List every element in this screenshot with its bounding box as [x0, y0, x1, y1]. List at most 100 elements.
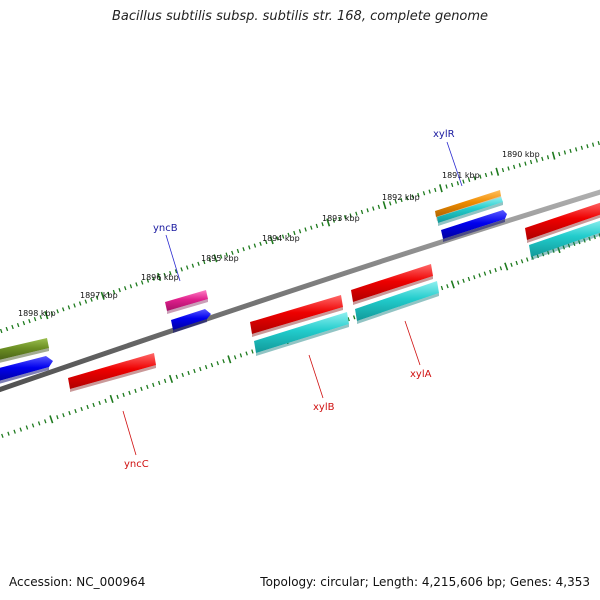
outer-tick [315, 223, 319, 229]
scale-labels: 1890 kbp 1891 kbp 1892 kbp 1893 kbp 1894… [18, 150, 540, 318]
inner-tick [1, 433, 4, 438]
outer-tick [541, 156, 544, 161]
genes-label: Genes: [509, 575, 552, 589]
gene-yncC-feature[interactable] [68, 353, 156, 392]
outer-tick [467, 177, 471, 182]
outer-tick [382, 201, 387, 210]
inner-tick [572, 241, 576, 247]
inner-tick [588, 236, 591, 241]
gene-forward-olive[interactable] [0, 338, 49, 364]
gene-forward-blue-1[interactable] [441, 210, 507, 242]
outer-tick [146, 278, 150, 283]
leader-xylB [308, 354, 324, 399]
gene-label-xylA[interactable]: xylA [410, 369, 432, 380]
leader-xylR [446, 141, 463, 187]
inner-tick [128, 390, 131, 396]
outer-tick [405, 196, 409, 201]
inner-tick [116, 394, 119, 400]
outer-tick [434, 187, 437, 192]
scale-label-1893: 1893 kbp [322, 214, 360, 223]
outer-tick [225, 252, 228, 257]
accession-info: Accession: NC_000964 [9, 575, 145, 589]
outer-tick [185, 265, 189, 270]
inner-tick [510, 262, 513, 267]
gene-xylB-feature[interactable] [250, 295, 343, 337]
gene-label-yncC[interactable]: yncC [124, 459, 149, 470]
inner-tick [152, 382, 155, 387]
outer-tick [349, 213, 352, 218]
inner-tick [552, 248, 555, 253]
inner-tick [483, 271, 487, 276]
gene-xylR-cds-feature[interactable] [437, 197, 503, 226]
gene-xylA-cds-feature[interactable] [355, 281, 439, 324]
outer-tick [197, 261, 200, 266]
gene-forward-blue-3[interactable] [0, 356, 53, 385]
inner-tick [56, 415, 59, 420]
inner-tick [37, 421, 41, 426]
inner-tick [199, 366, 202, 372]
outer-tick [0, 328, 3, 334]
scale-label-1894: 1894 kbp [262, 234, 300, 243]
inner-tick [25, 425, 29, 430]
outer-tick [479, 174, 482, 179]
outer-tick [11, 324, 14, 330]
inner-tick [541, 252, 545, 257]
outer-tick [61, 307, 65, 312]
inner-tick [456, 280, 460, 285]
leader-yncC [122, 410, 137, 456]
outer-tick [417, 192, 420, 198]
inner-tick [13, 429, 16, 434]
inner-tick [583, 238, 586, 243]
outer-tick [355, 211, 358, 216]
inner-tick [49, 415, 54, 424]
inner-tick [473, 275, 476, 280]
inner-tick [546, 250, 550, 255]
scale-label-1898: 1898 kbp [18, 309, 56, 318]
gene-label-yncB[interactable]: yncB [153, 223, 178, 234]
gene-yncB-feature[interactable] [165, 290, 208, 314]
inner-tick [92, 402, 95, 408]
gene-xylB-cds-feature[interactable] [254, 312, 349, 356]
inner-tick [98, 400, 101, 406]
forward-strand-features [0, 190, 600, 385]
inner-tick [450, 280, 455, 289]
outer-tick [298, 229, 302, 234]
outer-tick [95, 295, 99, 300]
outer-tick [360, 209, 364, 215]
gene-forward-red-right[interactable] [525, 201, 600, 243]
outer-tick [321, 222, 324, 227]
outer-tick [157, 272, 162, 281]
gene-label-xylB[interactable]: xylB [313, 402, 335, 413]
outer-tick [259, 241, 262, 246]
outer-tick [78, 301, 82, 306]
outer-tick [495, 167, 500, 176]
outer-tick [445, 184, 448, 189]
outer-tick [569, 148, 572, 153]
inner-tick [175, 374, 179, 380]
outer-tick [118, 287, 121, 293]
inner-tick [222, 359, 225, 364]
gene-xylA-feature[interactable] [351, 264, 433, 305]
gene-label-xylR[interactable]: xylR [433, 129, 455, 140]
outer-tick [213, 254, 218, 263]
outer-tick-track [0, 141, 600, 334]
accession-label: Accession: [9, 575, 73, 589]
gene-reverse-cyan-right[interactable] [529, 219, 600, 260]
outer-tick [248, 245, 251, 250]
outer-tick [377, 204, 381, 209]
inner-tick [525, 257, 529, 262]
outer-tick [535, 158, 538, 163]
gene-forward-blue-2[interactable] [171, 309, 211, 333]
outer-tick [84, 299, 88, 304]
inner-tick [233, 355, 237, 360]
outer-tick [253, 243, 257, 248]
inner-tick [562, 245, 566, 250]
inner-tick [446, 284, 449, 289]
outer-tick [310, 225, 313, 230]
inner-tick [68, 410, 71, 416]
outer-tick [428, 189, 431, 194]
inner-tick [499, 266, 503, 271]
outer-tick [100, 291, 105, 300]
outer-tick [276, 236, 279, 241]
